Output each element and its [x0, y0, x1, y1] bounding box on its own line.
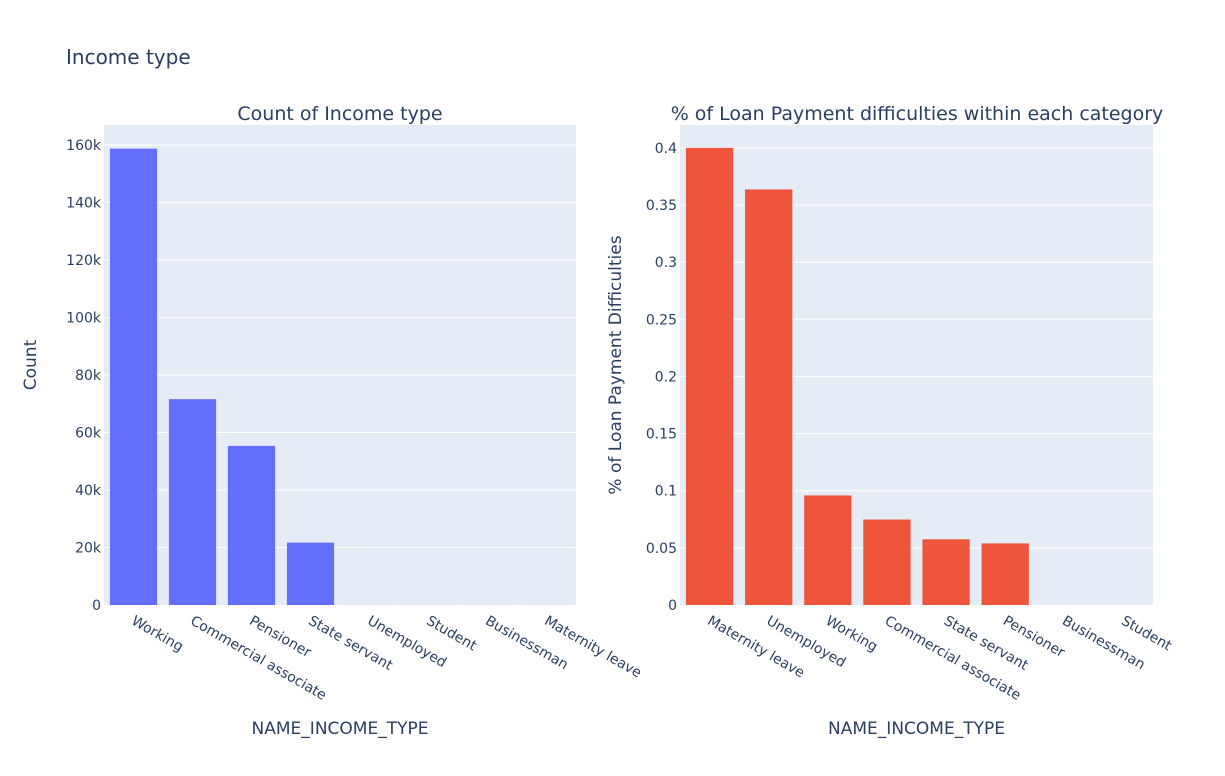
y-axis-title: % of Loan Payment Difficulties [606, 235, 626, 494]
y-tick-label: 0.35 [646, 198, 677, 214]
bar-commercial-associate[interactable] [168, 399, 217, 605]
y-tick-label: 0.3 [655, 255, 677, 271]
y-tick-label: 0.25 [646, 312, 677, 328]
x-axis-title: NAME_INCOME_TYPE [252, 719, 429, 739]
difficulty-chart-panel: 0 0.05 0.1 0.15 0.2 0.25 0.3 0.35 0.4 Maternity l… [606, 103, 1175, 739]
y-tick-label: 80k [75, 368, 102, 384]
y-tick-label: 40k [75, 483, 102, 499]
y-tick-label: 0.4 [655, 141, 677, 157]
y-tick-label: 20k [75, 541, 102, 557]
bar-state-servant[interactable] [922, 539, 970, 605]
y-axis-title: Count [21, 339, 41, 390]
x-axis-title: NAME_INCOME_TYPE [828, 719, 1005, 739]
y-tick-label: 0.05 [646, 541, 677, 557]
bar-working[interactable] [804, 495, 852, 605]
y-tick-label: 0.2 [655, 369, 677, 385]
bar-commercial-associate[interactable] [863, 519, 911, 605]
bar-state-servant[interactable] [286, 542, 335, 605]
y-tick-label: 100k [66, 311, 102, 327]
y-tick-label: 0 [92, 598, 101, 614]
y-tick-label: 0.1 [655, 484, 677, 500]
y-tick-label: 60k [75, 426, 102, 442]
subplot-title: Count of Income type [237, 103, 442, 125]
y-tick-label: 0.15 [646, 427, 677, 443]
subplot-title: % of Loan Payment difficulties within ea… [671, 103, 1164, 125]
x-tick-label: Maternity leave [541, 613, 644, 681]
bar-unemployed[interactable] [745, 189, 793, 605]
bar-pensioner[interactable] [981, 543, 1029, 605]
bar-working[interactable] [109, 148, 158, 605]
y-tick-label: 0 [668, 598, 677, 614]
x-tick-label: Working [128, 613, 185, 655]
y-tick-label: 140k [66, 196, 102, 212]
figure-title: Income type [66, 45, 191, 69]
x-tick-label: Maternity leave [705, 613, 808, 681]
y-tick-label: 160k [66, 138, 102, 154]
bar-maternity-leave[interactable] [685, 147, 734, 605]
bar-pensioner[interactable] [227, 445, 276, 605]
y-tick-label: 120k [66, 253, 102, 269]
